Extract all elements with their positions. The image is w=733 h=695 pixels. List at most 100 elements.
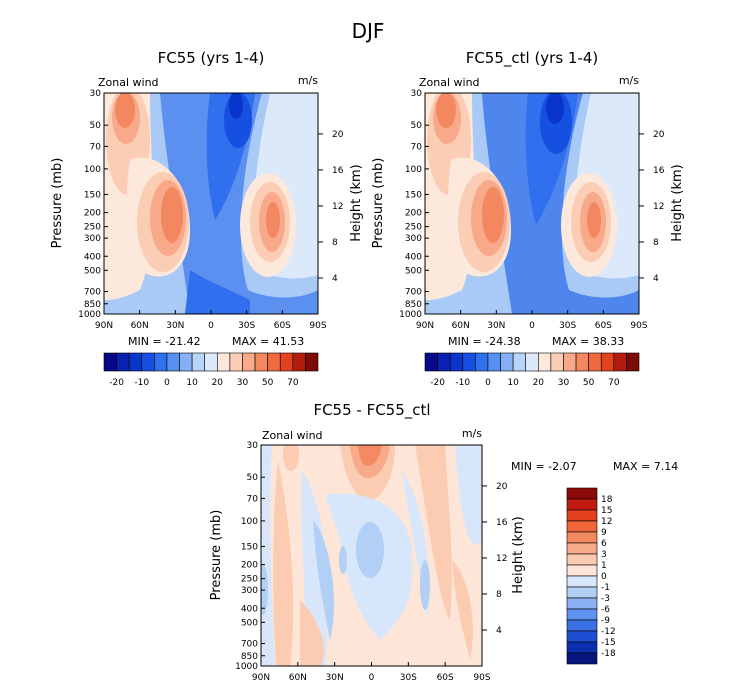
y-tick-label: 200 [241, 561, 258, 571]
colorbar-label: -1 [601, 583, 610, 593]
colorbar-label: -6 [601, 605, 610, 615]
colorbar-swatch [128, 352, 143, 372]
y-right-tick-label: 16 [332, 166, 344, 176]
y-tick-label: 100 [405, 165, 422, 175]
y-axis-label: Pressure (mb) [209, 510, 224, 601]
colorbar-swatch [166, 352, 180, 372]
y-tick-label: 70 [411, 142, 423, 152]
y-tick-label: 300 [84, 234, 101, 244]
y-tick-label: 30 [90, 89, 102, 99]
colorbar-label: 10 [186, 378, 198, 388]
y-tick-label: 50 [247, 473, 259, 483]
y-right-axis-label: Height (km) [349, 164, 364, 241]
y-tick-label: 30 [247, 441, 259, 451]
colorbar-label: 50 [262, 378, 274, 388]
colorbar-swatch [191, 352, 206, 372]
y-tick-label: 250 [241, 575, 258, 585]
colorbar-swatch [566, 498, 598, 511]
colorbar-swatch [613, 352, 627, 372]
colorbar-swatch [229, 352, 243, 372]
colorbar-swatch [626, 352, 640, 372]
y-right-tick-label: 12 [653, 202, 664, 212]
colorbar-swatch [566, 564, 598, 577]
colorbar-swatch [566, 608, 598, 621]
figure-title: DJF [352, 19, 385, 43]
colorbar-label: 20 [212, 378, 224, 388]
max-label: MAX = 38.33 [552, 335, 624, 348]
max-label: MAX = 41.53 [232, 335, 304, 348]
colorbar-swatch [424, 352, 438, 372]
colorbar-label: -20 [109, 378, 124, 388]
colorbar-swatch [566, 641, 598, 654]
x-tick-label: 30S [238, 321, 255, 331]
y-tick-label: 700 [405, 288, 422, 298]
colorbar: -20 -10 0 10 20 30 50 70 [103, 352, 319, 388]
colorbar-swatch [566, 597, 598, 610]
x-tick-label: 30S [400, 673, 417, 683]
colorbar-swatch [449, 352, 464, 372]
x-tick-labels: 90N 60N 30N 0 30S 60S 90S [252, 662, 491, 683]
panel-fc55: FC55 (yrs 1-4) Zonal wind m/s 305 [50, 49, 364, 388]
colorbar-label: -18 [601, 649, 616, 659]
panel-title: FC55_ctl (yrs 1-4) [466, 49, 599, 68]
colorbar-label: 10 [507, 378, 519, 388]
colorbar-swatch [600, 352, 615, 372]
y-right-tick-label: 12 [496, 554, 507, 564]
x-tick-label: 0 [369, 673, 375, 683]
variable-label: Zonal wind [262, 429, 323, 442]
colorbar-swatch [103, 352, 117, 372]
colorbar-label: -12 [601, 627, 616, 637]
y-right-tick-label: 20 [332, 130, 344, 140]
y-tick-label: 1000 [399, 310, 422, 320]
colorbar-swatch [566, 520, 598, 533]
colorbar-swatch [462, 352, 476, 372]
y-tick-label: 50 [411, 121, 423, 131]
colorbar-swatch [154, 352, 168, 372]
colorbar-swatch [267, 352, 281, 372]
colorbar-swatch [566, 531, 598, 544]
colorbar-label: 0 [601, 572, 607, 582]
x-tick-label: 90N [252, 673, 270, 683]
colorbar-swatch [566, 586, 598, 599]
colorbar-swatch [588, 352, 602, 372]
x-tick-label: 30N [166, 321, 184, 331]
y-tick-label: 850 [84, 300, 101, 310]
colorbar-swatch [512, 352, 527, 372]
y-right-tick-label: 8 [496, 590, 502, 600]
y-right-tick-label: 20 [653, 130, 665, 140]
colorbar-label: 30 [558, 378, 570, 388]
y-right-tick-labels: 20 16 12 8 4 [482, 482, 508, 636]
y-right-axis-label: Height (km) [670, 164, 685, 241]
colorbar-swatch [437, 352, 451, 372]
y-tick-label: 150 [84, 190, 101, 200]
x-tick-labels: 90N 60N 30N 0 30S 60S 90S [416, 310, 648, 331]
y-tick-label: 400 [405, 252, 422, 262]
x-tick-label: 30S [559, 321, 576, 331]
y-right-tick-label: 8 [653, 238, 659, 248]
x-tick-label: 90N [95, 321, 113, 331]
colorbar-label: -9 [601, 616, 610, 626]
x-tick-label: 60S [274, 321, 291, 331]
colorbar-swatch [475, 352, 489, 372]
y-tick-label: 100 [84, 165, 101, 175]
colorbar-swatch [242, 352, 256, 372]
y-right-tick-label: 4 [496, 626, 502, 636]
y-tick-label: 850 [405, 300, 422, 310]
y-tick-label: 150 [241, 542, 258, 552]
min-label: MIN = -24.38 [448, 335, 521, 348]
colorbar-swatch [566, 575, 598, 588]
colorbar-swatch [566, 487, 598, 500]
colorbar: -20 -10 0 10 20 30 50 70 [424, 352, 640, 388]
colorbar-label: -3 [601, 594, 610, 604]
y-tick-label: 250 [84, 223, 101, 233]
colorbar-swatch [566, 553, 598, 566]
colorbar-swatch [179, 352, 193, 372]
y-tick-label: 250 [405, 223, 422, 233]
colorbar-label: -10 [134, 378, 149, 388]
x-tick-label: 60N [452, 321, 470, 331]
x-tick-label: 60N [131, 321, 149, 331]
